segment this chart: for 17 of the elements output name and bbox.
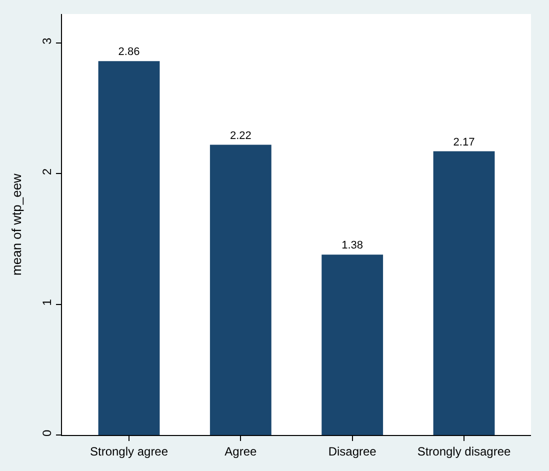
data-label: 2.22 bbox=[230, 130, 252, 142]
y-tick-label: 3 bbox=[40, 37, 54, 44]
bar bbox=[433, 151, 495, 435]
x-tick-label: Strongly agree bbox=[90, 444, 168, 458]
x-tick-label: Agree bbox=[224, 444, 257, 458]
x-tick-label: Disagree bbox=[328, 444, 377, 458]
bar bbox=[210, 144, 272, 435]
data-label: 2.86 bbox=[118, 46, 140, 58]
data-label: 2.17 bbox=[453, 136, 475, 148]
y-tick-label: 2 bbox=[40, 168, 54, 176]
data-label: 1.38 bbox=[342, 240, 364, 252]
y-tick-label: 0 bbox=[40, 430, 54, 437]
bar bbox=[322, 254, 384, 435]
bar bbox=[98, 61, 160, 435]
y-axis-title: mean of wtp_eew bbox=[9, 172, 24, 276]
x-tick-label: Strongly disagree bbox=[417, 444, 512, 458]
y-tick-label: 1 bbox=[40, 298, 54, 306]
